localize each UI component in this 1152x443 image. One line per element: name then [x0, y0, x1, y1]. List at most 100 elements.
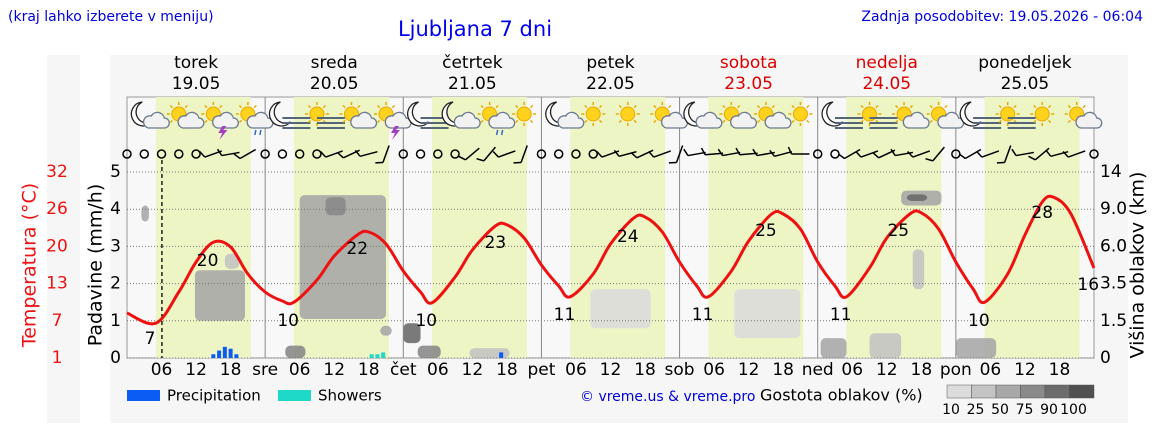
- sun-ray: [480, 104, 484, 109]
- wind-feather: [199, 151, 206, 158]
- wind-barb: [787, 146, 810, 155]
- wind-barb: [925, 146, 945, 162]
- precip-bar: [217, 350, 222, 358]
- wind-shaft: [520, 145, 528, 163]
- wind-feather: [1062, 151, 1069, 158]
- weather-icon: [615, 102, 640, 126]
- wind-barb: [717, 148, 741, 157]
- sun-ray: [895, 104, 899, 109]
- wind-barb: [1045, 149, 1069, 158]
- y2-tick-label: 3.5: [1100, 274, 1127, 294]
- cloud-cell: [955, 338, 997, 358]
- day-name: ponedeljek: [978, 53, 1072, 73]
- cloud-cell: [912, 249, 925, 290]
- wind-calm: [174, 149, 184, 159]
- wind-barb: [700, 147, 724, 156]
- density-swatch: [995, 384, 1021, 399]
- wind-feather: [683, 148, 689, 156]
- x-tick-label: 06: [703, 360, 725, 380]
- wind-feather: [837, 153, 845, 160]
- wind-feather: [458, 155, 466, 161]
- temp-tick-label: 1: [52, 348, 63, 368]
- density-label: 100: [1060, 402, 1087, 418]
- day-date: 20.05: [310, 74, 359, 94]
- cloud: [142, 111, 170, 129]
- temp-tick-label: 7: [52, 311, 63, 331]
- cloud: [488, 111, 516, 129]
- sun-ray: [495, 104, 499, 109]
- temperature-label: 20: [197, 251, 219, 271]
- sun: [792, 106, 808, 122]
- cloud-cell: [285, 345, 306, 358]
- wind-barb: [1062, 150, 1086, 158]
- cloud-cell: [194, 270, 245, 321]
- sun: [620, 106, 636, 122]
- day-name: četrtek: [442, 53, 503, 73]
- wind-barb: [513, 145, 528, 164]
- cloud: [212, 111, 239, 129]
- sun-ray: [1048, 104, 1052, 109]
- x-tick-label: 18: [220, 360, 242, 380]
- wind-shaft: [981, 150, 1000, 158]
- day-name: torek: [174, 53, 218, 73]
- cloud: [902, 111, 930, 129]
- sun-ray: [599, 104, 603, 109]
- sun-ray: [618, 104, 622, 109]
- weather-icon: [268, 101, 311, 129]
- temperature-line: [126, 194, 1096, 326]
- density-swatch: [946, 384, 972, 399]
- wind-feather: [735, 147, 741, 156]
- wind-barb: [476, 146, 496, 162]
- sun-ray: [357, 104, 361, 109]
- precip-bar: [222, 346, 227, 358]
- wind-shaft: [653, 150, 672, 158]
- weather-icon: [339, 102, 378, 129]
- y2-tick-label: 9.0: [1100, 199, 1127, 219]
- legend-swatch: [127, 390, 160, 401]
- sun-ray: [377, 104, 381, 109]
- temperature-label: 22: [346, 239, 368, 259]
- cloud: [695, 111, 723, 129]
- sun-ray: [998, 104, 1002, 109]
- wind-calm: [415, 149, 426, 159]
- temp-tick-label: 13: [46, 274, 68, 294]
- wind-calm: [553, 149, 564, 159]
- temperature-label: 11: [830, 305, 852, 325]
- sun-ray: [1048, 119, 1052, 124]
- y-tick-label: 5: [110, 162, 121, 182]
- sun-ray: [633, 104, 637, 109]
- wind-feather: [319, 151, 327, 158]
- sun-ray: [1067, 104, 1071, 109]
- wind-feather: [337, 152, 344, 159]
- wind-feather: [890, 148, 896, 156]
- day-date: 19.05: [172, 74, 221, 94]
- sun: [585, 106, 601, 122]
- sun-ray: [791, 119, 795, 124]
- sun-ray: [307, 119, 312, 124]
- density-swatch: [1044, 384, 1070, 399]
- credit: © vreme.us & vreme.pro: [580, 389, 755, 405]
- weather-icon: [201, 102, 239, 140]
- temp-tick-label: 32: [46, 162, 68, 182]
- wind-barb: [1011, 148, 1034, 157]
- x-tick-label: 18: [911, 360, 933, 380]
- sun-ray: [929, 119, 933, 124]
- weather-icon: [650, 102, 688, 129]
- weather-icon: [719, 102, 757, 129]
- x-tick-label: 06: [565, 360, 587, 380]
- density-label: 75: [1016, 402, 1034, 418]
- wind-barb: [668, 145, 684, 164]
- wind-feather: [354, 149, 361, 157]
- density-label: 10: [942, 402, 960, 418]
- y2-tick-label: 0: [1100, 348, 1111, 368]
- density-legend-title: Gostota oblakov (%): [760, 386, 923, 405]
- cloud: [1075, 111, 1103, 129]
- rain: [500, 129, 504, 136]
- wind-calm: [191, 149, 201, 159]
- wind-shaft: [636, 149, 654, 159]
- y-axis-title: Padavine (mm/h): [85, 184, 107, 347]
- wind-calm: [260, 149, 270, 159]
- sun-ray: [771, 104, 775, 109]
- sun-ray: [1067, 119, 1071, 124]
- wind-calm: [139, 149, 150, 159]
